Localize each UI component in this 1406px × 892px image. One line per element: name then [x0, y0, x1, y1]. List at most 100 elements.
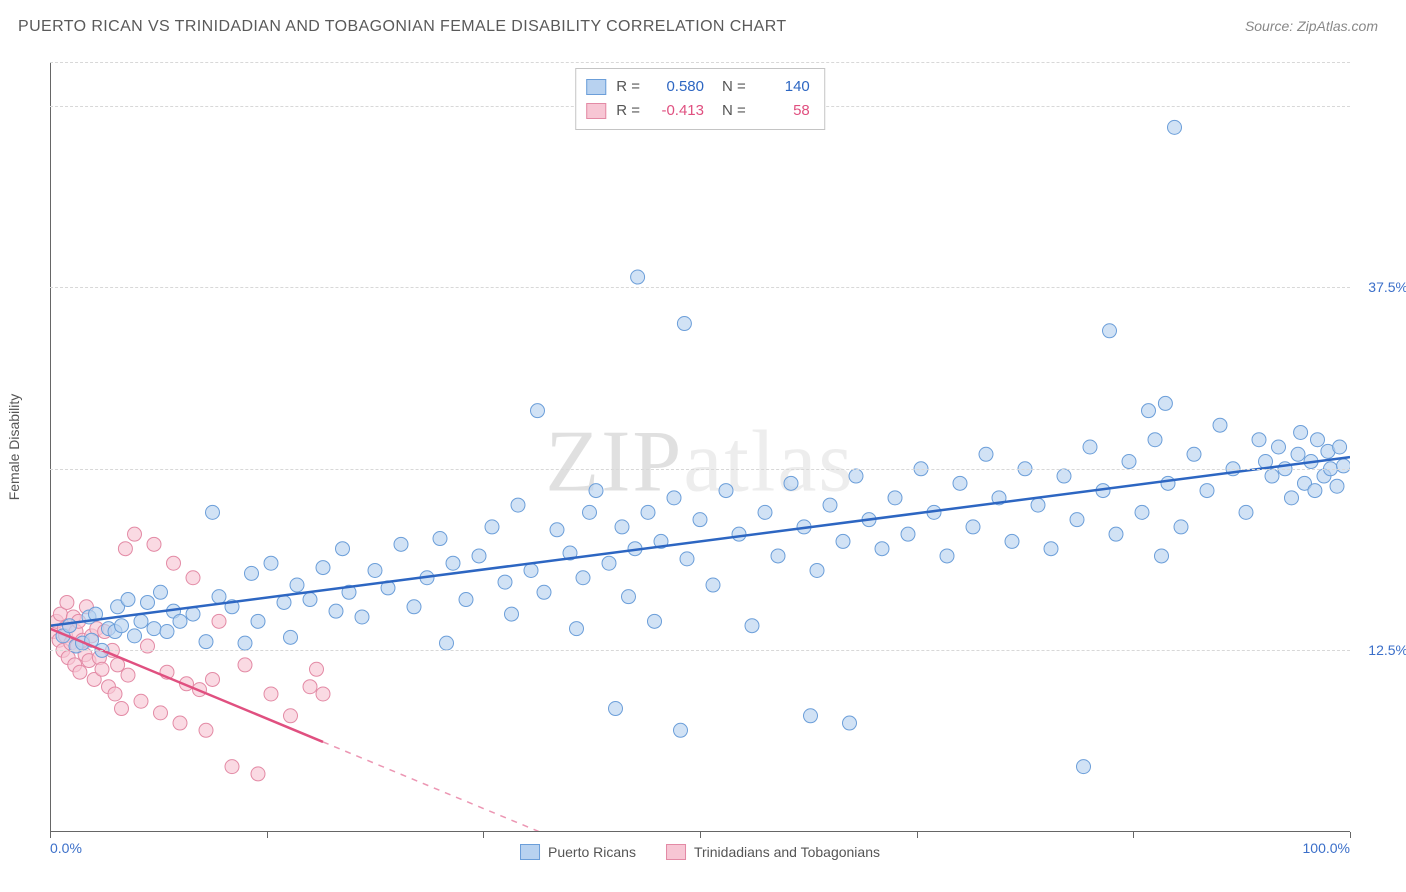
legend-item-a: Puerto Ricans	[520, 844, 636, 860]
legend-bottom: Puerto Ricans Trinidadians and Tobagonia…	[520, 844, 880, 860]
scatter-point-a	[245, 566, 259, 580]
scatter-svg	[50, 62, 1350, 832]
scatter-point-a	[531, 404, 545, 418]
n-value-a: 140	[756, 75, 810, 99]
scatter-point-a	[875, 542, 889, 556]
scatter-point-a	[115, 619, 129, 633]
scatter-point-a	[576, 571, 590, 585]
y-axis-line	[50, 62, 51, 832]
scatter-point-a	[1057, 469, 1071, 483]
scatter-point-b	[134, 694, 148, 708]
scatter-point-a	[206, 505, 220, 519]
scatter-point-a	[771, 549, 785, 563]
legend-swatch-b	[666, 844, 686, 860]
scatter-point-a	[128, 629, 142, 643]
y-axis-label: Female Disability	[6, 394, 22, 501]
scatter-point-a	[940, 549, 954, 563]
scatter-point-a	[498, 575, 512, 589]
scatter-point-a	[570, 622, 584, 636]
scatter-point-a	[1070, 513, 1084, 527]
scatter-point-a	[394, 537, 408, 551]
scatter-point-a	[1174, 520, 1188, 534]
x-tick-mark	[1133, 832, 1134, 838]
scatter-point-b	[212, 614, 226, 628]
scatter-point-a	[1168, 120, 1182, 134]
x-tick-mark	[483, 832, 484, 838]
scatter-point-a	[804, 709, 818, 723]
scatter-point-a	[1187, 447, 1201, 461]
grid-line	[50, 62, 1350, 63]
swatch-b	[586, 103, 606, 119]
scatter-point-b	[128, 527, 142, 541]
scatter-point-a	[836, 534, 850, 548]
scatter-point-a	[843, 716, 857, 730]
scatter-point-a	[810, 563, 824, 577]
scatter-point-b	[118, 542, 132, 556]
scatter-point-a	[849, 469, 863, 483]
scatter-point-a	[901, 527, 915, 541]
scatter-point-a	[758, 505, 772, 519]
scatter-point-a	[329, 604, 343, 618]
scatter-point-a	[622, 590, 636, 604]
chart-area: Female Disability ZIPatlas 12.5%37.5% 0.…	[50, 62, 1350, 832]
stats-legend-box: R = 0.580 N = 140 R = -0.413 N = 58	[575, 68, 825, 130]
scatter-point-a	[303, 593, 317, 607]
scatter-point-b	[167, 556, 181, 570]
scatter-point-a	[199, 635, 213, 649]
stats-row-b: R = -0.413 N = 58	[586, 99, 810, 123]
scatter-point-a	[745, 619, 759, 633]
scatter-point-a	[609, 702, 623, 716]
scatter-point-a	[537, 585, 551, 599]
scatter-point-a	[1031, 498, 1045, 512]
scatter-point-b	[95, 662, 109, 676]
r-value-a: 0.580	[650, 75, 704, 99]
x-tick-mark	[50, 832, 51, 838]
scatter-point-a	[1252, 433, 1266, 447]
scatter-point-a	[1005, 534, 1019, 548]
scatter-point-b	[264, 687, 278, 701]
grid-line	[50, 650, 1350, 651]
scatter-point-a	[446, 556, 460, 570]
scatter-point-a	[141, 595, 155, 609]
scatter-point-a	[173, 614, 187, 628]
grid-line	[50, 469, 1350, 470]
scatter-point-a	[615, 520, 629, 534]
scatter-point-a	[505, 607, 519, 621]
scatter-point-a	[1239, 505, 1253, 519]
trend-line-a	[50, 457, 1350, 626]
scatter-point-a	[602, 556, 616, 570]
scatter-point-a	[631, 270, 645, 284]
scatter-point-a	[677, 317, 691, 331]
scatter-point-a	[63, 619, 77, 633]
scatter-point-a	[979, 447, 993, 461]
scatter-point-b	[186, 571, 200, 585]
scatter-point-b	[225, 760, 239, 774]
scatter-point-a	[680, 552, 694, 566]
scatter-point-a	[1272, 440, 1286, 454]
scatter-point-a	[134, 614, 148, 628]
scatter-point-a	[160, 625, 174, 639]
y-tick-label: 37.5%	[1368, 279, 1406, 295]
scatter-point-a	[316, 561, 330, 575]
scatter-point-a	[1155, 549, 1169, 563]
grid-line	[50, 287, 1350, 288]
scatter-point-a	[355, 610, 369, 624]
legend-label-b: Trinidadians and Tobagonians	[694, 844, 880, 860]
scatter-point-a	[1311, 433, 1325, 447]
scatter-point-a	[888, 491, 902, 505]
scatter-point-a	[336, 542, 350, 556]
scatter-point-a	[472, 549, 486, 563]
scatter-point-a	[550, 523, 564, 537]
scatter-point-a	[674, 723, 688, 737]
scatter-point-a	[1142, 404, 1156, 418]
stats-row-a: R = 0.580 N = 140	[586, 75, 810, 99]
scatter-point-a	[186, 607, 200, 621]
scatter-point-a	[277, 595, 291, 609]
scatter-point-b	[310, 662, 324, 676]
legend-label-a: Puerto Ricans	[548, 844, 636, 860]
x-tick-mark	[267, 832, 268, 838]
scatter-point-a	[147, 622, 161, 636]
chart-title: PUERTO RICAN VS TRINIDADIAN AND TOBAGONI…	[18, 18, 787, 36]
scatter-point-a	[589, 484, 603, 498]
scatter-point-a	[784, 476, 798, 490]
